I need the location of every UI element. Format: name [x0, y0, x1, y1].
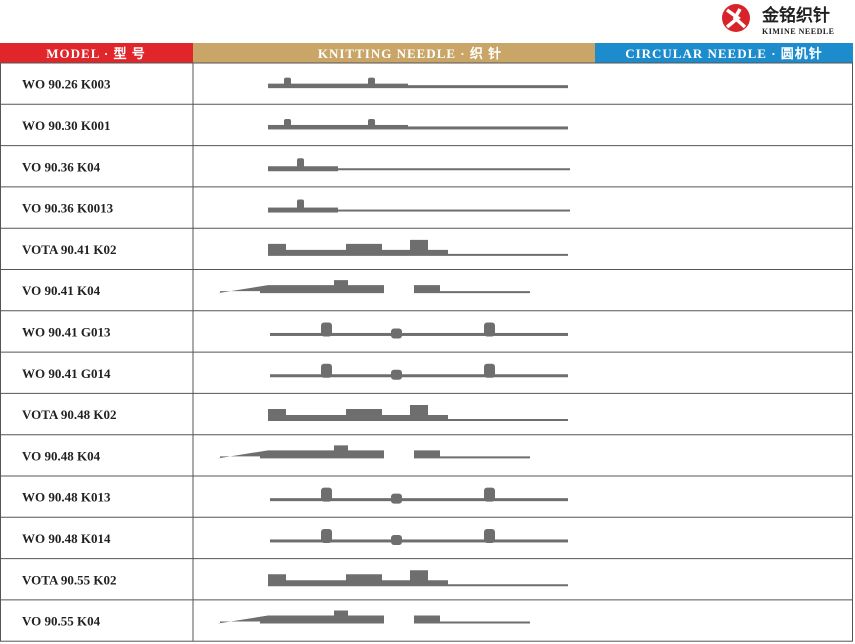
table-body: WO 90.26 K003 WO 90.30 K001 VO 90.36 K04 VO…: [0, 62, 853, 642]
needle-body: [268, 239, 568, 256]
column-header: KNITTING NEEDLE · 织 针: [318, 46, 502, 61]
needle-butt: [391, 493, 402, 504]
brand-cn: 金铭织针: [761, 5, 830, 26]
needle-shank: [270, 332, 568, 336]
needle-shank: [270, 498, 568, 502]
needle-butt: [297, 199, 304, 210]
header-cell: [595, 43, 853, 63]
needle-body: [268, 83, 408, 88]
model-name: WO 90.41 G014: [22, 366, 111, 381]
model-name: WO 90.41 G013: [22, 324, 111, 339]
needle-butt: [297, 158, 304, 169]
needle-shank: [338, 168, 570, 171]
logo: 金铭织针 KIMINE NEEDLE: [722, 4, 835, 36]
needle-butt: [321, 528, 332, 543]
needle-body: [268, 207, 338, 213]
needle-butt: [391, 534, 402, 545]
needle-butt: [321, 322, 332, 337]
model-name: VOTA 90.41 K02: [22, 242, 116, 257]
model-name: WO 90.48 K013: [22, 490, 111, 505]
needle-shank: [268, 85, 568, 89]
model-name: VO 90.36 K04: [22, 159, 101, 174]
needle-body: [268, 405, 568, 422]
brand-en: KIMINE NEEDLE: [762, 27, 835, 36]
needle-body: [268, 570, 568, 587]
needle-body: [268, 166, 338, 172]
needle-shank: [338, 209, 570, 212]
needle-butt: [391, 369, 402, 380]
column-header: MODEL · 型 号: [46, 46, 145, 61]
needle-shank: [270, 374, 568, 378]
header-cell: [193, 43, 595, 63]
model-name: VO 90.48 K04: [22, 448, 101, 463]
header-cell: [0, 43, 193, 63]
column-header: CIRCULAR NEEDLE · 圆机针: [625, 46, 823, 61]
model-name: VOTA 90.55 K02: [22, 572, 116, 587]
needle-body: [218, 610, 530, 624]
needle-butt: [391, 328, 402, 339]
needle-shank: [268, 126, 568, 130]
model-name: VO 90.55 K04: [22, 614, 101, 629]
model-name: WO 90.30 K001: [22, 118, 110, 133]
needle-butt: [484, 322, 495, 337]
needle-body: [218, 280, 530, 294]
needle-shank: [270, 539, 568, 543]
model-name: WO 90.26 K003: [22, 77, 111, 92]
needle-butt: [484, 528, 495, 543]
model-name: VO 90.41 K04: [22, 283, 101, 298]
needle-butt: [321, 363, 332, 378]
model-name: VOTA 90.48 K02: [22, 407, 116, 422]
needle-butt: [484, 487, 495, 502]
needle-butt: [321, 487, 332, 502]
needle-body: [218, 445, 530, 459]
model-name: VO 90.36 K0013: [22, 201, 114, 216]
model-name: WO 90.48 K014: [22, 531, 111, 546]
needle-body: [268, 124, 408, 129]
needle-butt: [484, 363, 495, 378]
